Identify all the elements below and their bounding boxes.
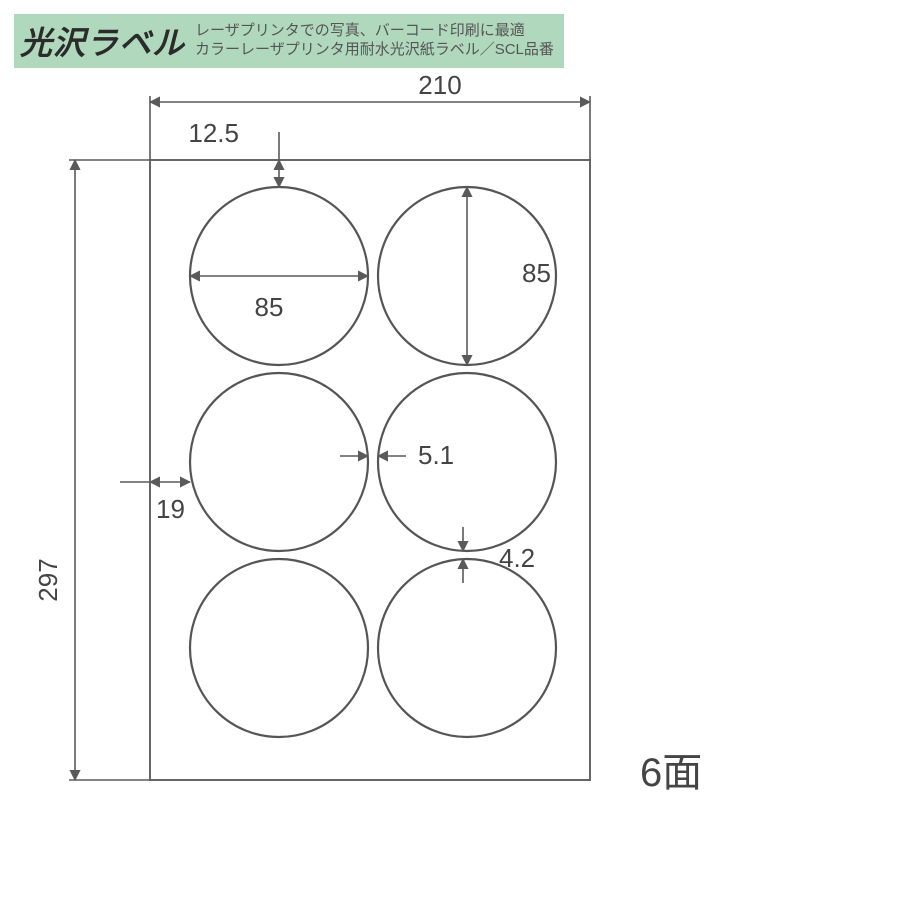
header-subtitle: レーザプリンタでの写真、バーコード印刷に最適 カラーレーザプリンタ用耐水光沢紙ラ… [195,22,554,60]
svg-text:85: 85 [255,292,284,322]
label-layout-diagram: 210 12.5 297 85 85 19 5.1 4.2 6面 [0,70,900,900]
svg-text:85: 85 [522,258,551,288]
svg-text:297: 297 [33,558,63,601]
header-title: 光沢ラベル [20,18,185,64]
header-sub-line1: レーザプリンタでの写真、バーコード印刷に最適 [195,22,554,41]
svg-text:12.5: 12.5 [188,118,239,148]
svg-text:6面: 6面 [640,751,702,795]
header-banner: 光沢ラベル レーザプリンタでの写真、バーコード印刷に最適 カラーレーザプリンタ用… [14,14,564,68]
svg-text:5.1: 5.1 [418,440,454,470]
svg-text:4.2: 4.2 [499,543,535,573]
header-sub-line2: カラーレーザプリンタ用耐水光沢紙ラベル／SCL品番 [195,41,554,60]
svg-text:210: 210 [418,70,461,100]
svg-text:19: 19 [156,494,185,524]
